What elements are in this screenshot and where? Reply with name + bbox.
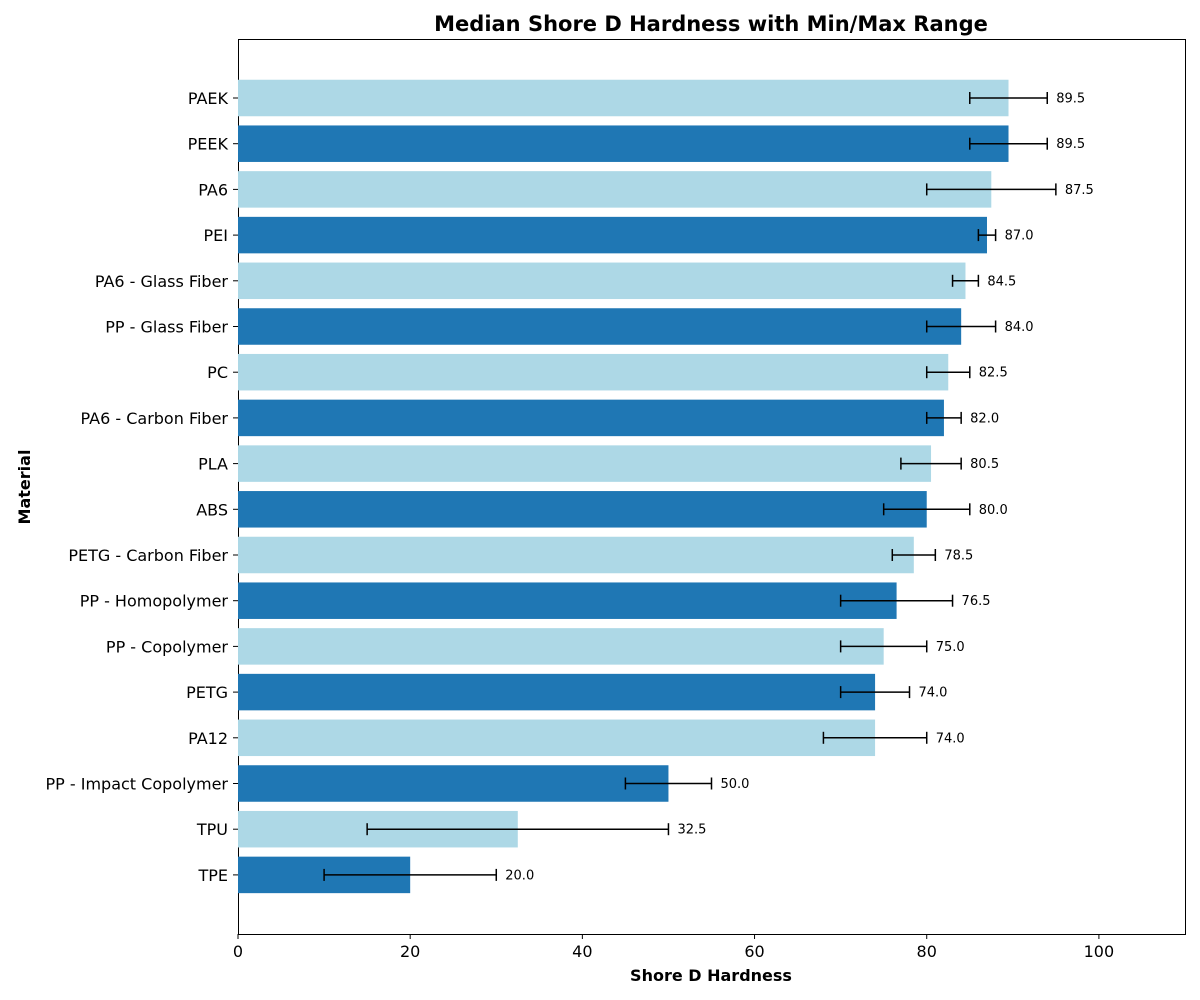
y-tick-label: PA12 [188,729,228,748]
y-tick-label: PEEK [188,135,229,154]
value-label: 87.0 [1005,229,1034,244]
value-label: 80.5 [970,457,999,472]
y-tick-label: PP - Impact Copolymer [46,775,229,794]
x-tick-label: 100 [1084,942,1115,961]
bar [238,399,944,437]
y-tick-label: PC [207,363,228,382]
x-tick-label: 40 [572,942,592,961]
y-tick-label: PA6 - Glass Fiber [95,272,229,291]
bar [238,445,932,482]
bar [238,673,876,711]
value-label: 89.5 [1056,137,1085,152]
bar [238,353,949,391]
value-label: 84.0 [1005,320,1034,335]
y-tick-label: PP - Homopolymer [80,592,229,611]
value-label: 89.5 [1056,92,1085,107]
value-label: 32.5 [677,823,706,838]
value-label: 75.0 [936,640,965,655]
y-tick-label: PP - Copolymer [106,637,228,656]
value-label: 20.0 [505,868,534,883]
x-axis-ticks: 0 20 40 60 80 100 [233,934,1114,961]
bar [238,262,966,300]
bar [238,125,1009,162]
x-tick-label: 0 [233,942,243,961]
x-tick-label: 60 [744,942,764,961]
value-label: 50.0 [721,777,750,792]
y-tick-label: PP - Glass Fiber [105,318,228,337]
y-tick-label: PA6 [198,180,228,199]
value-label: 82.0 [970,411,999,426]
value-label: 80.0 [979,503,1008,518]
bar [238,491,927,528]
x-tick-label: 20 [400,942,420,961]
y-tick-label: PEI [204,226,228,245]
y-tick-label: PA6 - Carbon Fiber [81,409,229,428]
y-tick-label: TPU [196,820,228,839]
chart-title: Median Shore D Hardness with Min/Max Ran… [434,12,988,36]
bar [238,582,897,619]
y-tick-label: ABS [196,500,228,519]
x-tick-label: 80 [917,942,937,961]
value-label: 74.0 [919,686,948,701]
value-label: 84.5 [987,274,1016,289]
bar [238,628,884,665]
value-label: 87.5 [1065,183,1094,198]
bars-group [238,79,1009,894]
x-axis-label: Shore D Hardness [630,966,792,985]
y-axis-ticks: PAEK PEEK PA6 PEI PA6 - Glass Fiber PP - Glas… [46,89,238,885]
y-tick-label: PLA [198,455,228,474]
bar [238,719,876,757]
value-label: 78.5 [944,549,973,564]
bar [238,171,992,208]
plot-area [238,39,1186,935]
y-tick-label: PETG - Carbon Fiber [68,546,228,565]
bar [238,216,987,254]
bar [238,79,1009,117]
value-label: 76.5 [962,594,991,609]
y-axis-label: Material [15,450,34,525]
value-label: 74.0 [936,731,965,746]
y-tick-label: TPE [197,866,228,885]
bar [238,765,669,802]
bar [238,536,914,574]
y-tick-label: PAEK [188,89,229,108]
bar [238,308,962,345]
y-tick-label: PETG [186,683,228,702]
value-label: 82.5 [979,366,1008,381]
value-labels-group: 89.5 89.5 87.5 87.0 84.5 84.0 82.5 82.0 80.5 80.0… [505,92,1094,884]
error-bars-group [323,92,1057,881]
